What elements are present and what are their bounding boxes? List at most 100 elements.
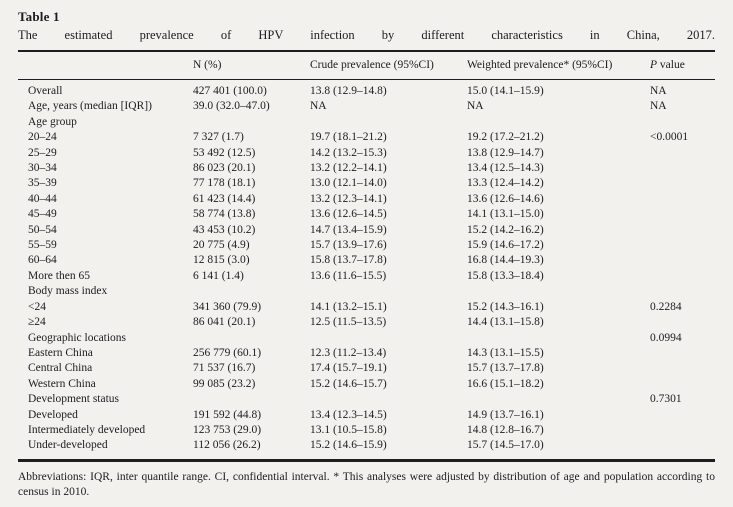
table-caption: The estimated prevalence of HPV infectio… [18,28,715,42]
row-label-cell: <24 [28,300,46,313]
table-body: Overall 427 401 (100.0) 13.8 (12.9–14.8)… [18,80,715,461]
p-value-cell [650,176,715,191]
crude-prevalence-cell: 15.2 (14.6–15.9) [310,439,387,452]
p-value-cell [650,284,715,299]
weighted-prevalence-cell: NA [467,100,484,113]
p-value-cell [650,253,715,268]
p-value-cell: 0.7301 [650,393,682,406]
p-value-cell [650,146,715,161]
table-row: 40–44 61 423 (14.4) 13.2 (12.3–14.1) 13.… [18,192,715,207]
table-row: 30–34 86 023 (20.1) 13.2 (12.2–14.1) 13.… [18,161,715,176]
crude-prevalence-cell [310,331,467,346]
row-label-cell: Overall [28,85,63,97]
n-percent-cell: 341 360 (79.9) [193,300,262,313]
p-value-cell [650,361,715,376]
table-row: 45–49 58 774 (13.8) 13.6 (12.6–14.5) 14.… [18,207,715,222]
row-label-cell: More then 65 [28,269,90,282]
row-label-cell: 45–49 [28,208,57,221]
table-header: N (%) Crude prevalence (95%CI) Weighted … [18,51,715,80]
weighted-prevalence-cell: 15.8 (13.3–18.4) [467,269,544,282]
table-row: Western China 99 085 (23.2) 15.2 (14.6–1… [18,377,715,392]
weighted-prevalence-cell: 15.7 (14.5–17.0) [467,439,544,452]
p-value-cell [650,408,715,423]
row-label-cell: 25–29 [28,146,57,159]
n-percent-cell [193,115,310,130]
p-value-cell [650,315,715,330]
crude-prevalence-cell: 14.2 (13.2–15.3) [310,146,387,159]
crude-prevalence-cell: 15.8 (13.7–17.8) [310,254,387,267]
n-percent-cell [193,392,310,407]
row-label-cell: 30–34 [28,162,57,175]
weighted-prevalence-cell: 15.2 (14.3–16.1) [467,300,544,313]
weighted-prevalence-cell [467,284,650,299]
weighted-prevalence-cell: 14.4 (13.1–15.8) [467,316,544,329]
n-percent-cell: 71 537 (16.7) [193,362,256,375]
weighted-prevalence-cell [467,392,650,407]
n-percent-cell: 7 327 (1.7) [193,131,244,144]
crude-prevalence-cell: 14.1 (13.2–15.1) [310,300,387,313]
table-row: Eastern China 256 779 (60.1) 12.3 (11.2–… [18,346,715,361]
weighted-prevalence-cell: 15.2 (14.2–16.2) [467,223,544,236]
table-row: Overall 427 401 (100.0) 13.8 (12.9–14.8)… [18,80,715,100]
table-row: Developed 191 592 (44.8) 13.4 (12.3–14.5… [18,408,715,423]
n-percent-cell: 61 423 (14.4) [193,192,256,205]
table-row: Under-developed 112 056 (26.2) 15.2 (14.… [18,438,715,460]
n-percent-cell: 6 141 (1.4) [193,269,244,282]
weighted-prevalence-cell: 14.9 (13.7–16.1) [467,408,544,421]
weighted-prevalence-cell: 13.6 (12.6–14.6) [467,192,544,205]
n-percent-cell: 12 815 (3.0) [193,254,250,267]
table-row: Age group [18,115,715,130]
table-label: Table 1 [18,9,60,24]
column-header-n: N (%) [193,51,310,80]
row-label-cell: Eastern China [28,346,93,359]
n-percent-cell: 39.0 (32.0–47.0) [193,100,270,113]
crude-prevalence-cell: 13.6 (12.6–14.5) [310,208,387,221]
table-row: Age, years (median [IQR]) 39.0 (32.0–47.… [18,99,715,114]
p-value-cell [650,207,715,222]
n-percent-cell: 427 401 (100.0) [193,85,267,97]
p-value-cell: 0.0994 [650,331,682,344]
p-value-cell [650,346,715,361]
n-percent-cell: 123 753 (29.0) [193,423,262,436]
p-value-cell: <0.0001 [650,131,689,144]
weighted-prevalence-cell: 15.7 (13.7–17.8) [467,362,544,375]
n-percent-cell: 43 453 (10.2) [193,223,256,236]
weighted-prevalence-cell: 16.8 (14.4–19.3) [467,254,544,267]
crude-prevalence-cell: 13.0 (12.1–14.0) [310,177,387,190]
table-row: 55–59 20 775 (4.9) 15.7 (13.9–17.6) 15.9… [18,238,715,253]
weighted-prevalence-cell: 14.3 (13.1–15.5) [467,346,544,359]
table-row: 20–24 7 327 (1.7) 19.7 (18.1–21.2) 19.2 … [18,130,715,145]
table-row: 25–29 53 492 (12.5) 14.2 (13.2–15.3) 13.… [18,146,715,161]
weighted-prevalence-cell: 16.6 (15.1–18.2) [467,377,544,390]
p-value-cell: NA [650,85,667,97]
crude-prevalence-cell [310,392,467,407]
row-label-cell: Geographic locations [28,331,127,344]
p-value-cell [650,423,715,438]
row-label-cell: Central China [28,362,93,375]
p-value-cell: 0.2284 [650,300,682,313]
weighted-prevalence-cell: 13.8 (12.9–14.7) [467,146,544,159]
n-percent-cell: 99 085 (23.2) [193,377,256,390]
row-label-cell: 50–54 [28,223,57,236]
crude-prevalence-cell: 13.2 (12.2–14.1) [310,162,387,175]
p-value-cell [650,161,715,176]
crude-prevalence-cell: 13.2 (12.3–14.1) [310,192,387,205]
row-label-cell: Under-developed [28,439,108,452]
table-header-row: N (%) Crude prevalence (95%CI) Weighted … [18,51,715,80]
p-value-cell [650,223,715,238]
n-percent-cell [193,284,310,299]
n-percent-cell: 86 041 (20.1) [193,316,256,329]
table-row: 60–64 12 815 (3.0) 15.8 (13.7–17.8) 16.8… [18,253,715,268]
crude-prevalence-cell [310,115,467,130]
n-percent-cell: 20 775 (4.9) [193,239,250,252]
crude-prevalence-cell: 12.5 (11.5–13.5) [310,316,387,329]
table-row: 35–39 77 178 (18.1) 13.0 (12.1–14.0) 13.… [18,176,715,191]
weighted-prevalence-cell: 13.3 (12.4–14.2) [467,177,544,190]
row-label-cell: 55–59 [28,239,57,252]
prevalence-table: N (%) Crude prevalence (95%CI) Weighted … [18,50,715,462]
crude-prevalence-cell [310,284,467,299]
n-percent-cell: 86 023 (20.1) [193,162,256,175]
crude-prevalence-cell: 13.4 (12.3–14.5) [310,408,387,421]
row-label-cell: Development status [28,393,120,406]
